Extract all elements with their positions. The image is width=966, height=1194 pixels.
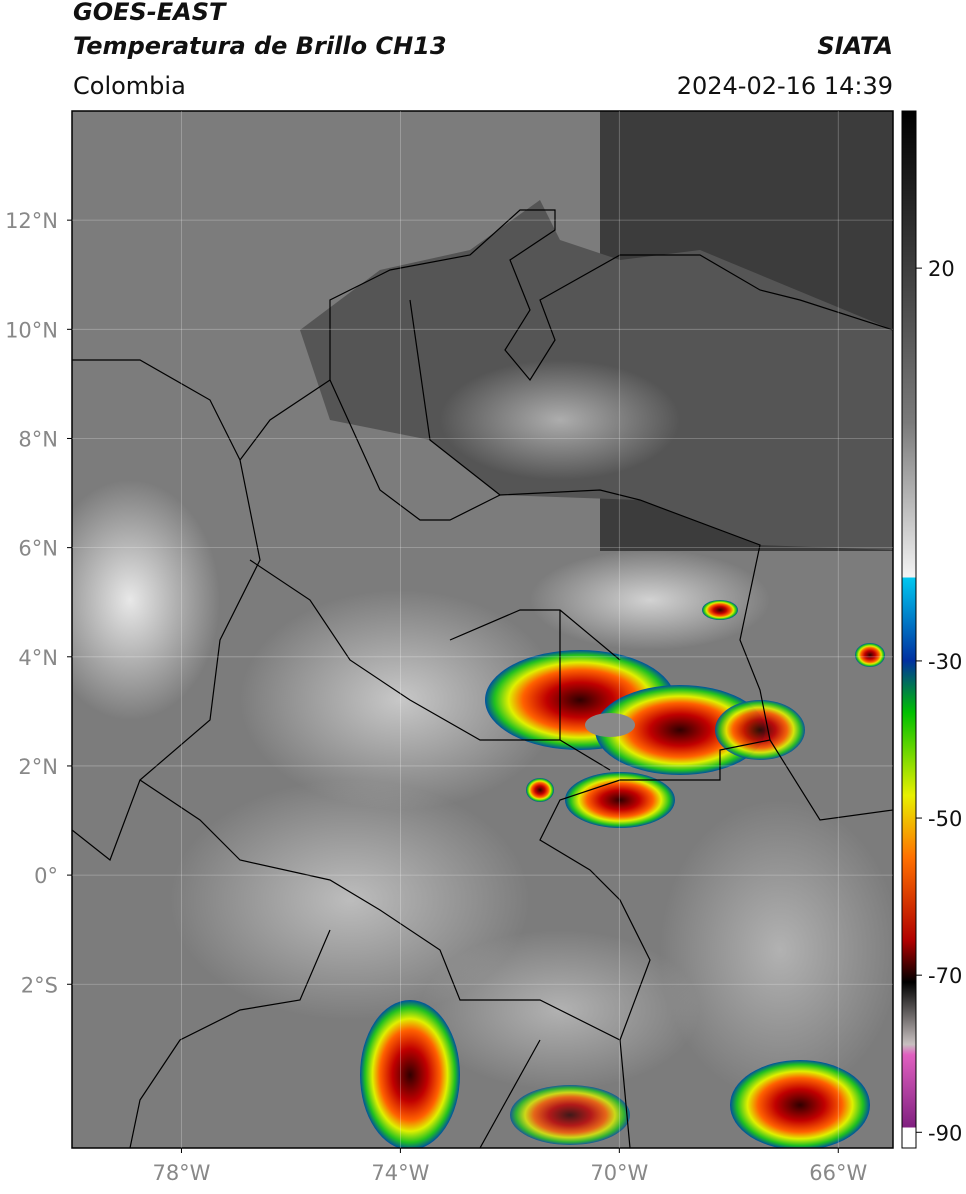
y-tick-label: 12°N xyxy=(5,209,58,233)
colorbar-tick-label: -70 xyxy=(928,964,962,988)
y-tick-label: 8°N xyxy=(18,427,58,451)
y-tick-label: 0° xyxy=(34,864,58,888)
colorbar-tick-label: -90 xyxy=(928,1121,962,1145)
x-tick-label: 70°W xyxy=(590,1161,648,1185)
y-tick-label: 10°N xyxy=(5,318,58,342)
x-tick-label: 66°W xyxy=(809,1161,867,1185)
y-tick-label: 2°N xyxy=(18,755,58,779)
colorbar-tick-label: -30 xyxy=(928,650,962,674)
satellite-image xyxy=(72,111,893,1148)
x-tick-label: 74°W xyxy=(371,1161,429,1185)
source: SIATA xyxy=(817,32,893,60)
y-tick-label: 2°S xyxy=(21,973,58,997)
x-tick-label: 78°W xyxy=(152,1161,210,1185)
y-tick-label: 4°N xyxy=(18,646,58,670)
colorbar xyxy=(901,110,917,1149)
datetime: 2024-02-16 14:39 xyxy=(677,72,893,100)
map-frame xyxy=(71,110,894,1149)
title: GOES-EAST xyxy=(73,0,227,26)
colorbar-tick-label: 20 xyxy=(928,257,955,281)
region: Colombia xyxy=(73,72,186,100)
subtitle: Temperatura de Brillo CH13 xyxy=(73,32,447,60)
y-tick-label: 6°N xyxy=(18,537,58,561)
colorbar-tick-label: -50 xyxy=(928,807,962,831)
